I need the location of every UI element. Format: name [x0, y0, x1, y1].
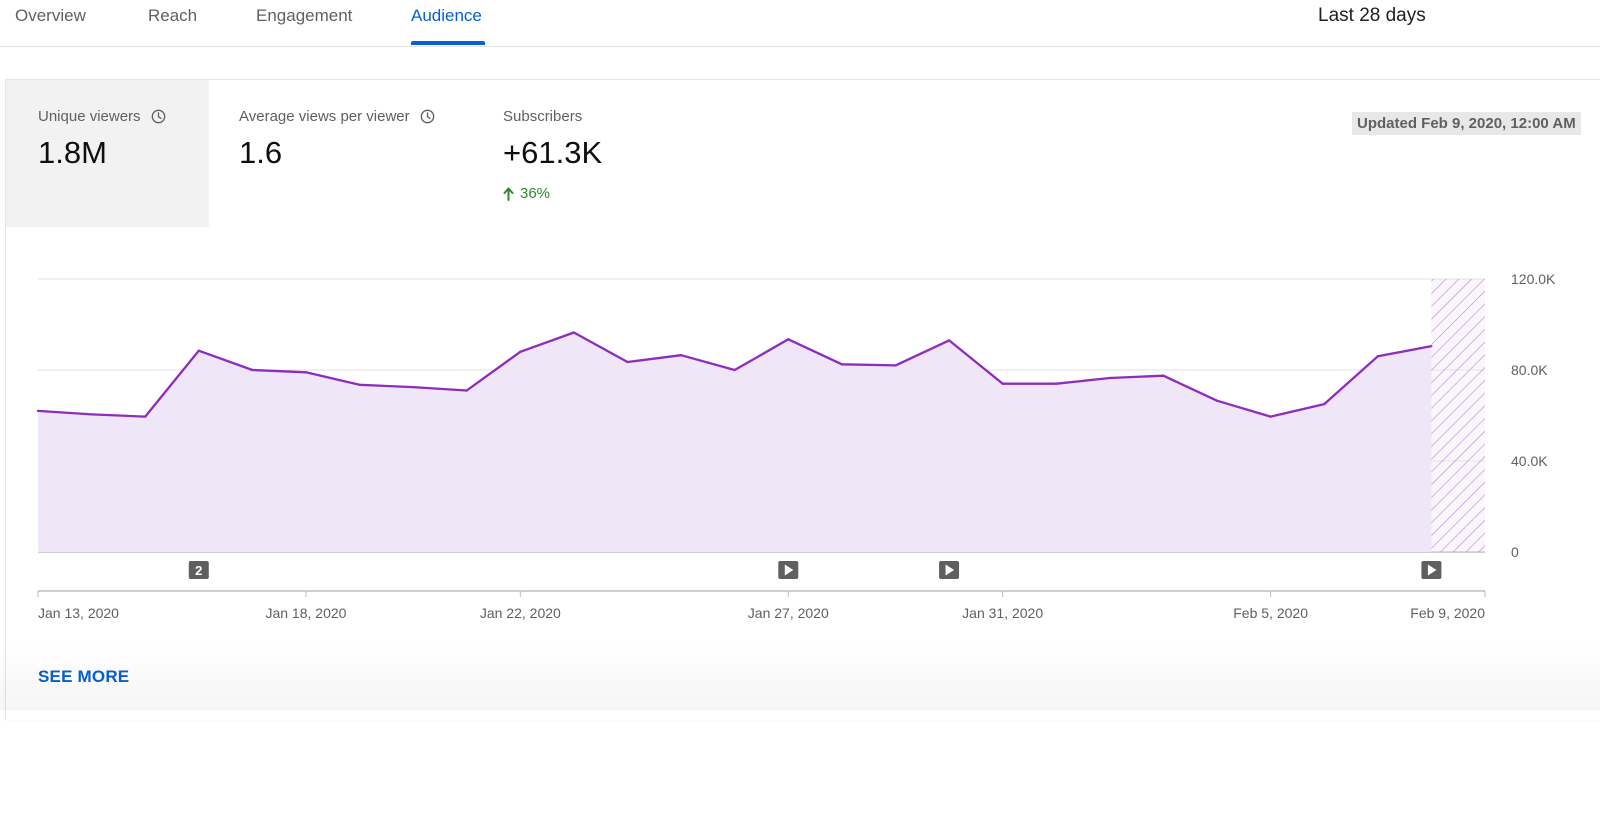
metric-label: Subscribers — [503, 108, 583, 125]
metric-label: Average views per viewer — [239, 108, 435, 125]
video-published-marker[interactable] — [778, 561, 799, 579]
clock-icon[interactable] — [151, 109, 166, 124]
updated-timestamp: Updated Feb 9, 2020, 12:00 AM — [1352, 112, 1581, 135]
arrow-up-icon — [503, 187, 514, 201]
data-point — [1269, 415, 1272, 418]
x-tick-label: Jan 22, 2020 — [480, 605, 561, 621]
data-point — [1108, 376, 1112, 380]
data-point — [1215, 399, 1219, 402]
subscribers-change-value: 36% — [520, 185, 551, 202]
metric-average-views-per-viewer[interactable]: Average views per viewer 1.6 — [209, 80, 479, 227]
marker-badge — [188, 561, 209, 579]
y-tick-label: 40.0K — [1511, 453, 1548, 469]
data-point — [36, 409, 40, 413]
tab-overview[interactable]: Overview — [15, 6, 86, 25]
metric-value: 1.8M — [38, 135, 107, 170]
x-tick-label: Jan 31, 2020 — [962, 605, 1043, 621]
data-point — [304, 371, 308, 374]
data-point — [1323, 402, 1326, 406]
y-tick-label: 0 — [1511, 544, 1519, 560]
data-point — [358, 383, 361, 386]
metric-unique-viewers[interactable]: Unique viewers 1.8M — [6, 80, 209, 227]
data-point — [465, 389, 468, 392]
data-point — [197, 349, 200, 352]
y-tick-label: 80.0K — [1511, 362, 1548, 378]
data-point — [787, 338, 790, 341]
metric-label-text: Unique viewers — [38, 108, 141, 125]
date-range-label[interactable]: Last 28 days — [1318, 5, 1426, 26]
play-icon — [1427, 564, 1437, 576]
active-tab-indicator — [411, 41, 485, 45]
data-point — [894, 364, 897, 367]
clock-icon[interactable] — [420, 109, 435, 124]
multiple-videos-marker[interactable]: 2 — [188, 561, 209, 579]
metric-value: +61.3K — [503, 135, 603, 170]
marker-count: 2 — [195, 563, 202, 578]
data-point — [90, 413, 93, 416]
data-point — [1055, 382, 1058, 385]
data-point — [144, 415, 147, 418]
metric-label-text: Average views per viewer — [239, 108, 410, 125]
metric-label: Unique viewers — [38, 108, 166, 125]
analytics-tab-bar: Overview Reach Engagement Audience Last … — [0, 0, 1600, 47]
data-point — [840, 363, 844, 366]
incomplete-data-hatch — [1431, 279, 1485, 552]
data-point — [947, 339, 951, 342]
video-published-marker[interactable] — [1421, 561, 1442, 579]
data-point — [411, 385, 415, 389]
x-tick-label: Feb 5, 2020 — [1233, 605, 1308, 621]
tab-audience[interactable]: Audience — [411, 6, 482, 25]
data-point — [679, 354, 683, 357]
play-icon — [784, 564, 794, 576]
tab-reach[interactable]: Reach — [148, 6, 198, 25]
subscribers-change: 36% — [503, 185, 550, 202]
data-point — [626, 360, 629, 364]
data-point — [572, 331, 576, 334]
play-icon — [945, 564, 955, 576]
incomplete-data-tint — [1431, 279, 1485, 552]
tab-engagement[interactable]: Engagement — [256, 6, 353, 25]
x-tick-label: Jan 27, 2020 — [748, 605, 829, 621]
data-point — [1162, 374, 1165, 377]
metric-value: 1.6 — [239, 135, 283, 170]
data-point — [251, 368, 254, 372]
audience-chart[interactable]: 120.0K 80.0K 40.0K 0 Jan 13, 2020 Jan 18, 20… — [1, 260, 1600, 820]
audience-card: Unique viewers 1.8M Average views per vi… — [5, 79, 1600, 720]
see-more-link[interactable]: SEE MORE — [38, 667, 130, 686]
video-published-marker[interactable] — [939, 561, 960, 579]
metric-subscribers[interactable]: Subscribers +61.3K 36% — [479, 80, 679, 227]
x-tick-label: Feb 9, 2020 — [1410, 605, 1485, 621]
x-tick-label: Jan 13, 2020 — [38, 605, 119, 621]
x-tick-label: Jan 18, 2020 — [265, 605, 346, 621]
data-point — [1376, 355, 1380, 358]
data-point — [1001, 382, 1004, 385]
data-point — [733, 368, 736, 372]
unique-viewers-area — [38, 332, 1432, 552]
y-tick-label: 120.0K — [1511, 271, 1556, 287]
data-point — [519, 350, 522, 353]
